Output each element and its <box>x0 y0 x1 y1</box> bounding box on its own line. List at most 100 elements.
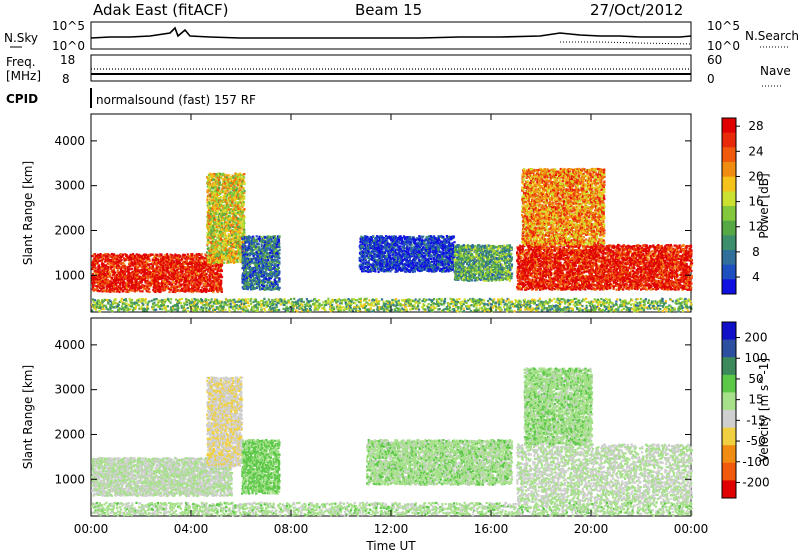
echo-cell <box>145 284 148 288</box>
echo-cell <box>132 258 135 261</box>
freq-label-line1: Freq. <box>6 55 36 69</box>
echo-cell <box>119 283 122 286</box>
echo-cell <box>146 279 149 282</box>
echo-cell <box>94 262 97 266</box>
echo-cell <box>115 254 118 257</box>
echo-cell <box>167 271 170 274</box>
echo-cell <box>137 265 140 268</box>
echo-cell <box>177 289 180 292</box>
echo-cell <box>94 259 97 262</box>
echo-cell <box>116 289 119 292</box>
echo-cell <box>119 253 123 256</box>
echo-cell <box>114 262 117 265</box>
echo-cell <box>119 257 122 260</box>
echo-cell <box>213 267 216 270</box>
echo-cell <box>383 251 386 255</box>
echo-cell <box>203 269 206 272</box>
echo-cell <box>139 257 142 261</box>
echo-cell <box>99 271 102 274</box>
echo-cell <box>144 254 147 257</box>
echo-cell <box>204 281 208 284</box>
echo-cell <box>168 290 171 294</box>
echo-cell <box>107 282 110 285</box>
echo-cell <box>220 274 223 277</box>
echo-cell <box>209 278 212 281</box>
nave-tick-bottom: 0 <box>707 72 715 86</box>
echo-cell <box>98 274 101 277</box>
echo-cell <box>153 270 156 273</box>
echo-cell <box>119 267 122 270</box>
echo-cell <box>123 273 126 276</box>
echo-cell <box>358 256 361 259</box>
echo-cell <box>132 283 135 286</box>
echo-cell <box>162 271 165 274</box>
echo-cell <box>190 278 193 281</box>
echo-cell <box>135 277 138 280</box>
echo-cell <box>103 274 106 277</box>
echo-cell <box>189 253 193 256</box>
echo-cell <box>127 256 130 259</box>
echo-cell <box>162 261 166 264</box>
nsearch-tick-bottom: 10^0 <box>707 39 740 53</box>
echo-cell <box>127 284 130 287</box>
echo-cell <box>264 280 267 284</box>
echo-cell <box>147 263 150 266</box>
echo-cell <box>131 254 134 258</box>
echo-cell <box>165 266 168 269</box>
echo-cell <box>155 278 158 281</box>
echo-cell <box>183 288 186 291</box>
echo-cell <box>392 267 395 270</box>
echo-cell <box>134 286 137 289</box>
echo-cell <box>176 265 179 268</box>
echo-cell <box>93 288 96 291</box>
echo-cell <box>213 283 216 286</box>
echo-cell <box>389 255 392 258</box>
echo-cell <box>139 259 142 262</box>
echo-cell <box>175 273 178 276</box>
echo-cell <box>200 253 203 256</box>
echo-cell <box>139 285 142 288</box>
echo-cell <box>96 261 99 264</box>
echo-cell <box>171 271 174 274</box>
echo-cell <box>113 282 116 285</box>
echo-cell <box>108 286 112 289</box>
echo-cell <box>224 232 227 235</box>
echo-cell <box>133 281 136 284</box>
echo-cell <box>137 269 140 272</box>
echo-cell <box>187 277 190 280</box>
echo-cell <box>152 290 155 293</box>
echo-cell <box>166 256 169 259</box>
echo-cell <box>193 270 196 273</box>
echo-cell <box>166 287 169 290</box>
echo-cell <box>178 281 181 284</box>
echo-cell <box>196 283 199 286</box>
echo-cell <box>214 218 217 221</box>
echo-cell <box>186 283 189 286</box>
echo-cell <box>125 254 128 257</box>
echo-cell <box>95 279 98 282</box>
echo-cell <box>174 290 177 293</box>
echo-cell <box>160 268 163 271</box>
echo-cell <box>183 280 186 283</box>
nsky-trace <box>90 26 692 39</box>
echo-cell <box>91 283 95 287</box>
cpid-panel: CPID normalsound (fast) 157 RF <box>6 88 256 108</box>
echo-cell <box>166 285 169 289</box>
echo-cell <box>95 256 98 259</box>
echo-cell <box>195 258 198 261</box>
echo-cell <box>200 276 203 279</box>
echo-cell <box>372 239 375 243</box>
echo-cell <box>169 276 172 279</box>
echo-cell <box>118 282 122 285</box>
echo-cell <box>145 264 148 267</box>
echo-cell <box>106 266 109 269</box>
echo-cell <box>213 288 216 291</box>
echo-cell <box>183 254 186 257</box>
echo-cell <box>101 267 104 270</box>
echo-cell <box>191 276 194 279</box>
echo-cell <box>110 276 114 279</box>
echo-cell <box>109 273 112 276</box>
echo-cell <box>153 277 156 280</box>
echo-cell <box>198 285 201 288</box>
echo-cell <box>101 261 104 264</box>
